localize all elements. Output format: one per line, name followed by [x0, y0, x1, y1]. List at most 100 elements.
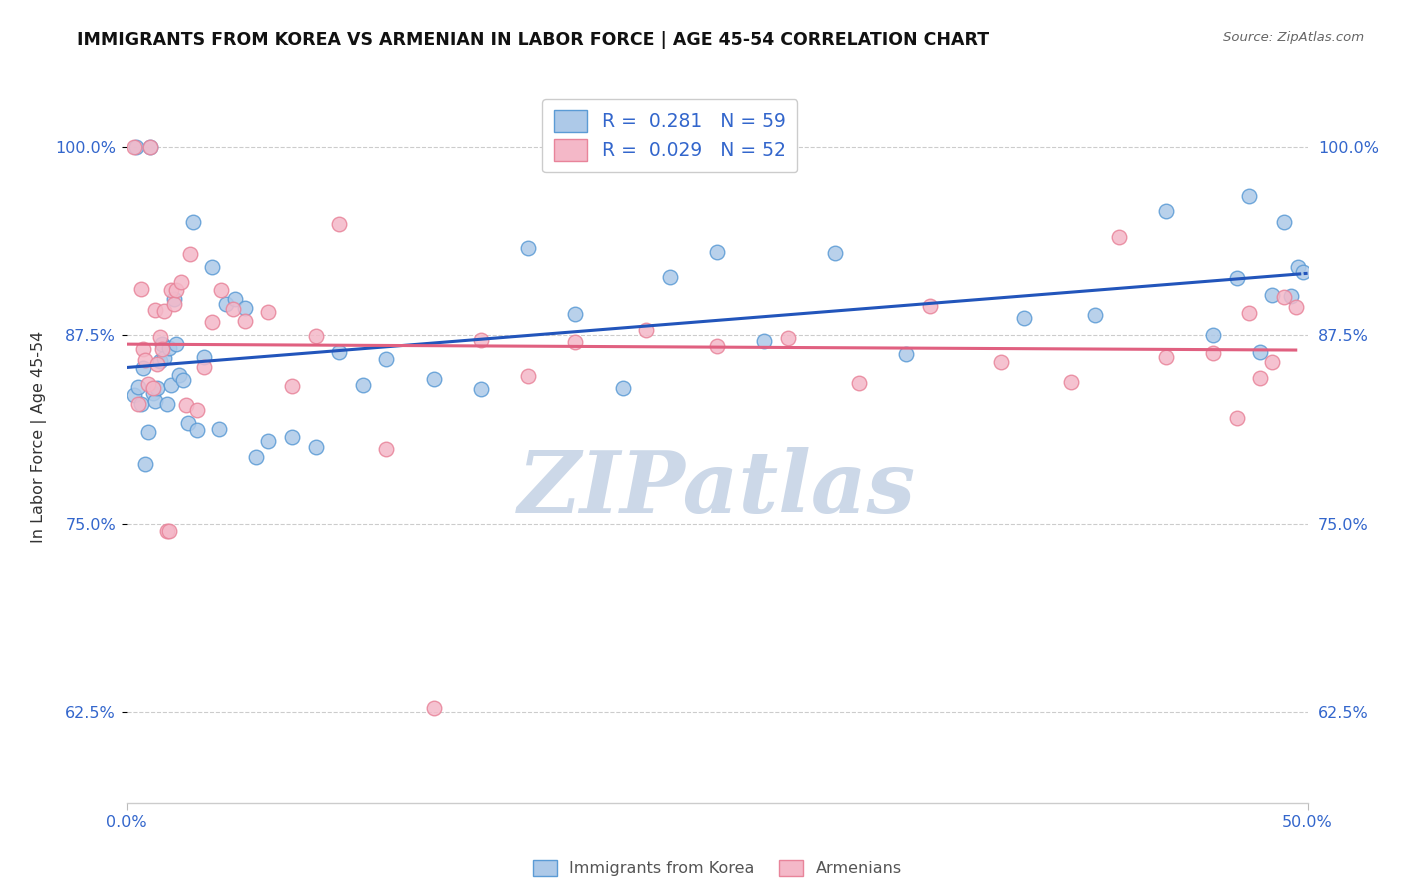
Point	[304, 440, 326, 454]
Point	[136, 376, 159, 391]
Point	[181, 215, 204, 229]
Point	[208, 422, 231, 436]
Point	[1272, 215, 1295, 229]
Point	[233, 314, 256, 328]
Point	[129, 396, 152, 410]
Point	[1226, 411, 1249, 425]
Point	[1237, 189, 1260, 203]
Point	[186, 423, 208, 437]
Point	[990, 354, 1012, 368]
Point	[281, 430, 304, 444]
Point	[143, 302, 166, 317]
Point	[149, 353, 172, 368]
Point	[1108, 229, 1130, 244]
Point	[517, 368, 540, 383]
Point	[132, 360, 155, 375]
Point	[1012, 311, 1035, 326]
Point	[470, 334, 492, 348]
Point	[200, 316, 222, 330]
Point	[174, 398, 197, 412]
Point	[1202, 346, 1225, 360]
Text: Source: ZipAtlas.com: Source: ZipAtlas.com	[1223, 31, 1364, 45]
Point	[150, 337, 173, 351]
Point	[165, 336, 187, 351]
Point	[141, 386, 163, 401]
Point	[894, 346, 917, 360]
Point	[134, 457, 156, 471]
Point	[422, 700, 444, 714]
Point	[375, 442, 398, 457]
Point	[281, 379, 304, 393]
Point	[257, 434, 280, 448]
Point	[918, 299, 941, 313]
Point	[129, 282, 152, 296]
Y-axis label: In Labor Force | Age 45-54: In Labor Force | Age 45-54	[31, 331, 46, 543]
Point	[156, 397, 179, 411]
Point	[422, 372, 444, 386]
Point	[157, 341, 180, 355]
Point	[127, 397, 149, 411]
Point	[328, 217, 350, 231]
Point	[224, 293, 246, 307]
Point	[193, 350, 215, 364]
Point	[1285, 300, 1308, 314]
Point	[706, 339, 728, 353]
Point	[754, 334, 776, 348]
Text: IMMIGRANTS FROM KOREA VS ARMENIAN IN LABOR FORCE | AGE 45-54 CORRELATION CHART: IMMIGRANTS FROM KOREA VS ARMENIAN IN LAB…	[77, 31, 990, 49]
Point	[564, 334, 586, 349]
Point	[1249, 371, 1271, 385]
Point	[143, 394, 166, 409]
Point	[1279, 289, 1302, 303]
Point	[157, 524, 180, 539]
Point	[233, 301, 256, 316]
Point	[179, 246, 201, 260]
Point	[375, 351, 398, 366]
Point	[200, 260, 222, 275]
Point	[132, 342, 155, 356]
Point	[163, 297, 186, 311]
Point	[1261, 355, 1284, 369]
Point	[564, 307, 586, 321]
Point	[156, 524, 179, 539]
Point	[1202, 328, 1225, 343]
Point	[1292, 265, 1315, 279]
Point	[163, 293, 186, 307]
Point	[1261, 287, 1284, 301]
Point	[658, 269, 681, 284]
Point	[141, 381, 163, 395]
Point	[245, 450, 267, 465]
Point	[139, 140, 162, 154]
Point	[165, 283, 187, 297]
Point	[177, 416, 200, 430]
Point	[215, 296, 238, 310]
Point	[706, 245, 728, 260]
Point	[848, 376, 870, 390]
Point	[160, 283, 183, 297]
Point	[1272, 290, 1295, 304]
Point	[146, 381, 169, 395]
Point	[328, 345, 350, 359]
Point	[172, 373, 194, 387]
Point	[1060, 376, 1083, 390]
Point	[222, 302, 245, 317]
Point	[160, 377, 183, 392]
Point	[150, 342, 173, 356]
Point	[127, 380, 149, 394]
Point	[1286, 260, 1309, 274]
Point	[257, 305, 280, 319]
Point	[1226, 270, 1249, 285]
Point	[1154, 351, 1177, 365]
Point	[1084, 308, 1107, 322]
Point	[125, 140, 148, 154]
Point	[186, 403, 208, 417]
Point	[776, 331, 799, 345]
Point	[139, 140, 162, 154]
Point	[122, 140, 145, 154]
Point	[122, 388, 145, 402]
Point	[193, 359, 215, 374]
Point	[153, 304, 176, 318]
Point	[167, 368, 190, 383]
Point	[1237, 306, 1260, 320]
Point	[146, 357, 169, 371]
Point	[1249, 345, 1271, 359]
